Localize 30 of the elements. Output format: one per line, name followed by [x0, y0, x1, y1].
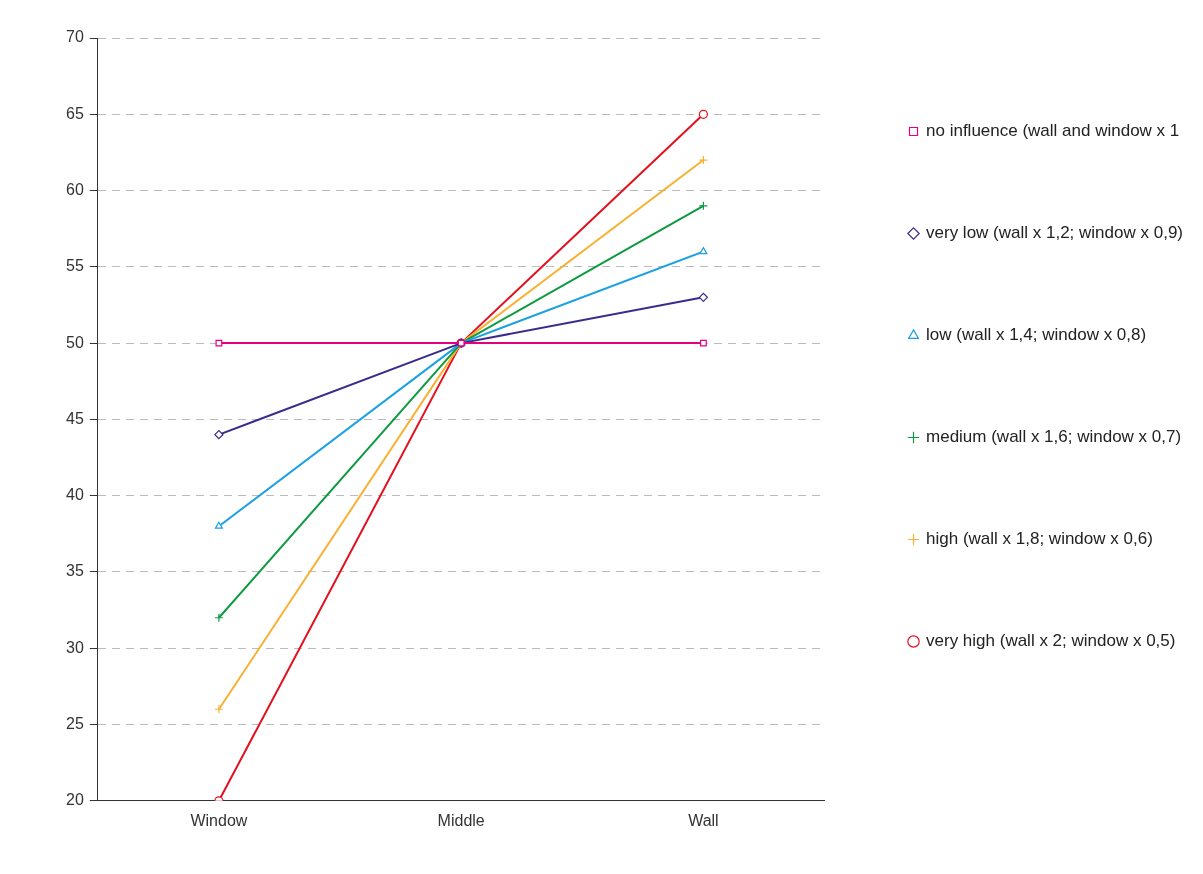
- point: [698, 155, 708, 165]
- y-tick-label: 40: [66, 486, 84, 504]
- legend-label: low (wall x 1,4; window x 0,8): [926, 325, 1147, 345]
- point: [699, 246, 708, 255]
- legend-label: no influence (wall and window x 1: [926, 121, 1180, 141]
- y-tick-label: 65: [66, 104, 84, 122]
- x-tick-label: Window: [190, 811, 248, 829]
- legend-label: medium (wall x 1,6; window x 0,7): [926, 427, 1182, 447]
- y-tick-label: 20: [66, 791, 84, 809]
- y-tick-label: 35: [66, 562, 84, 580]
- legend-label: very low (wall x 1,2; window x 0,9): [926, 223, 1184, 243]
- y-tick-label: 60: [66, 180, 84, 198]
- point: [214, 521, 223, 529]
- point: [214, 430, 224, 440]
- point: [699, 339, 707, 347]
- y-tick-label: 45: [66, 409, 84, 427]
- x-tick-label: Middle: [437, 811, 485, 829]
- point: [214, 704, 224, 714]
- legend-label: very high (wall x 2; window x 0,5): [926, 631, 1176, 651]
- point: [215, 339, 223, 347]
- legend-label: high (wall x 1,8; window x 0,6): [926, 529, 1153, 549]
- point: [698, 109, 708, 119]
- y-tick-label: 25: [66, 714, 84, 732]
- point: [698, 292, 708, 302]
- point: [214, 613, 224, 623]
- x-tick-label: Wall: [688, 811, 719, 829]
- y-tick-label: 70: [66, 28, 84, 46]
- y-tick-label: 55: [66, 257, 84, 275]
- y-tick-label: 30: [66, 638, 84, 656]
- y-tick-label: 50: [66, 333, 84, 351]
